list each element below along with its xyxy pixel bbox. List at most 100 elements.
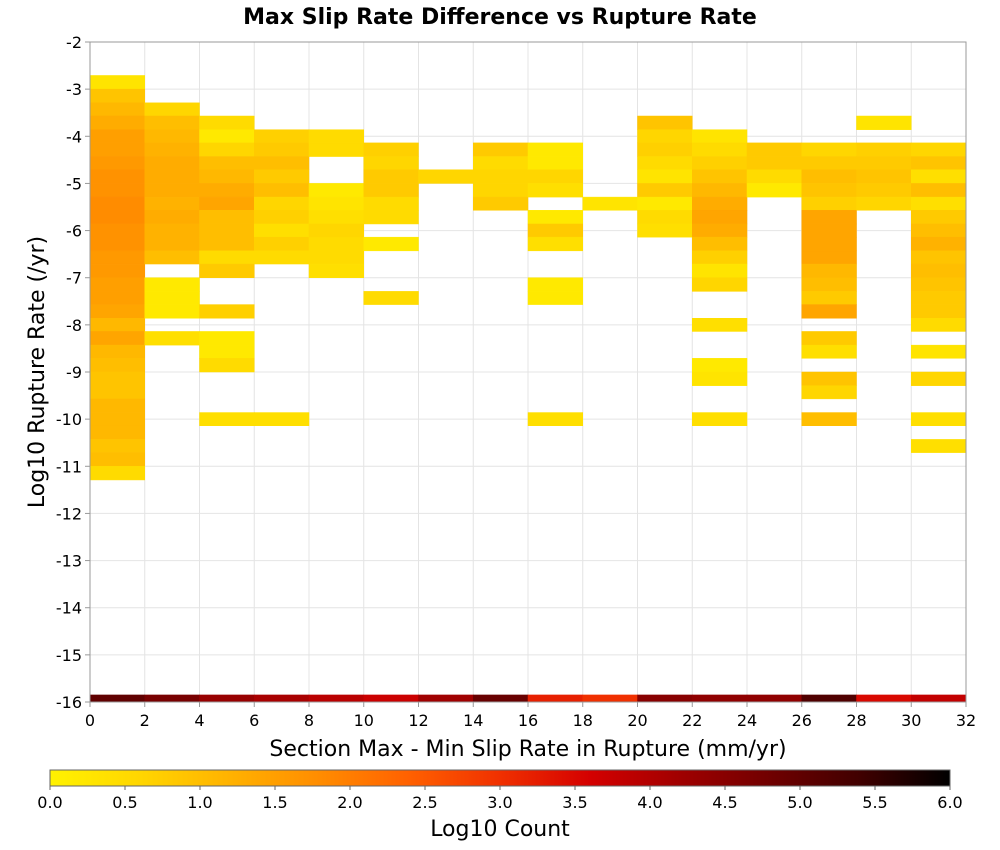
x-tick-label: 4 bbox=[194, 711, 204, 730]
heatmap-cell bbox=[89, 344, 145, 359]
colorbar bbox=[49, 769, 951, 787]
heatmap-cell bbox=[418, 694, 474, 703]
heatmap-cell bbox=[89, 304, 145, 319]
x-tick-label: 14 bbox=[463, 711, 483, 730]
heatmap-cell bbox=[308, 196, 364, 211]
heatmap-cell bbox=[89, 223, 145, 238]
heatmap-cell bbox=[144, 250, 200, 265]
heatmap-cell bbox=[89, 236, 145, 252]
heatmap-cell bbox=[746, 183, 802, 198]
heatmap-cell bbox=[363, 196, 419, 211]
colorbar-tick-label: 4.0 bbox=[637, 793, 662, 812]
heatmap-cell bbox=[527, 236, 583, 252]
y-tick-label: -16 bbox=[56, 693, 82, 712]
heatmap-cell bbox=[911, 304, 967, 319]
y-tick-label: -10 bbox=[56, 410, 82, 429]
heatmap-cell bbox=[527, 277, 583, 292]
x-tick-label: 0 bbox=[85, 711, 95, 730]
heatmap-cell bbox=[801, 156, 857, 171]
heatmap-cell bbox=[199, 196, 255, 211]
heatmap-cell bbox=[746, 156, 802, 171]
heatmap-cell bbox=[144, 694, 200, 703]
heatmap-cell bbox=[692, 412, 748, 426]
heatmap-cell bbox=[144, 304, 200, 319]
heatmap-cell bbox=[911, 291, 967, 305]
heatmap-cell bbox=[89, 291, 145, 305]
heatmap-cell bbox=[746, 169, 802, 184]
heatmap-cell bbox=[199, 210, 255, 225]
heatmap-cell bbox=[801, 694, 857, 703]
heatmap-cell bbox=[637, 183, 693, 198]
heatmap-cell bbox=[692, 236, 748, 252]
y-tick-label: -4 bbox=[66, 127, 82, 146]
colorbar-tick-label: 0.5 bbox=[112, 793, 137, 812]
x-tick-label: 22 bbox=[682, 711, 702, 730]
heatmap-cell bbox=[692, 210, 748, 225]
colorbar-tick-label: 2.0 bbox=[337, 793, 362, 812]
heatmap-cell bbox=[473, 142, 529, 157]
heatmap-cell bbox=[199, 223, 255, 238]
colorbar-tick-label: 0.0 bbox=[37, 793, 62, 812]
heatmap-cell bbox=[199, 358, 255, 373]
heatmap-cell bbox=[199, 304, 255, 319]
heatmap-cell bbox=[308, 263, 364, 278]
heatmap-cell bbox=[692, 358, 748, 373]
heatmap-cell bbox=[637, 115, 693, 130]
heatmap-cell bbox=[856, 183, 912, 198]
heatmap-cell bbox=[801, 210, 857, 225]
y-axis-label: Log10 Rupture Rate (/yr) bbox=[25, 236, 50, 508]
heatmap-cell bbox=[89, 115, 145, 130]
heatmap-cell bbox=[637, 694, 693, 703]
heatmap-cell bbox=[144, 291, 200, 305]
heatmap-cell bbox=[692, 196, 748, 211]
y-tick-label: -6 bbox=[66, 222, 82, 241]
colorbar-tick-label: 4.5 bbox=[712, 793, 737, 812]
heatmap-cell bbox=[911, 263, 967, 278]
heatmap-cell bbox=[363, 236, 419, 252]
x-tick-label: 32 bbox=[956, 711, 976, 730]
heatmap-cell bbox=[856, 196, 912, 211]
x-tick-label: 26 bbox=[792, 711, 812, 730]
x-tick-label: 20 bbox=[627, 711, 647, 730]
y-tick-label: -11 bbox=[56, 457, 82, 476]
heatmap-cell bbox=[89, 694, 145, 703]
heatmap-cell bbox=[89, 156, 145, 171]
y-axis-ticks: -2 -3 -4 -5 -6 -7 -8 -9 -10 -11 -12 -13 -14 -15 -16 bbox=[56, 33, 90, 712]
heatmap-cell bbox=[692, 156, 748, 171]
heatmap-cell bbox=[692, 142, 748, 157]
heatmap-cell bbox=[254, 196, 310, 211]
heatmap-cell bbox=[254, 129, 310, 144]
heatmap-cell bbox=[254, 236, 310, 252]
heatmap-cell bbox=[637, 142, 693, 157]
heatmap-cell bbox=[582, 196, 638, 211]
heatmap-cell bbox=[473, 156, 529, 171]
heatmap-cell bbox=[746, 694, 802, 703]
heatmap-cell bbox=[801, 304, 857, 319]
heatmap-cell bbox=[308, 236, 364, 252]
heatmap-cell bbox=[692, 169, 748, 184]
heatmap-cell bbox=[254, 183, 310, 198]
heatmap-cell bbox=[527, 169, 583, 184]
heatmap-cell bbox=[856, 115, 912, 130]
y-tick-label: -15 bbox=[56, 646, 82, 665]
x-tick-label: 6 bbox=[249, 711, 259, 730]
heatmap-cell bbox=[199, 344, 255, 359]
heatmap-cell bbox=[801, 291, 857, 305]
heatmap-cell bbox=[801, 263, 857, 278]
heatmap-cell bbox=[527, 694, 583, 703]
heatmap-cell bbox=[199, 412, 255, 426]
heatmap-cell bbox=[144, 236, 200, 252]
colorbar-tick-label: 2.5 bbox=[412, 793, 437, 812]
x-tick-label: 8 bbox=[304, 711, 314, 730]
heatmap-cell bbox=[89, 75, 145, 90]
heatmap-cell bbox=[89, 331, 145, 346]
heatmap-cell bbox=[637, 169, 693, 184]
y-tick-label: -9 bbox=[66, 363, 82, 382]
heatmap-cell bbox=[692, 318, 748, 332]
heatmap-cell bbox=[308, 142, 364, 157]
colorbar-tick-label: 1.5 bbox=[262, 793, 287, 812]
heatmap-cell bbox=[144, 223, 200, 238]
heatmap-cell bbox=[473, 169, 529, 184]
heatmap-cell bbox=[637, 223, 693, 238]
